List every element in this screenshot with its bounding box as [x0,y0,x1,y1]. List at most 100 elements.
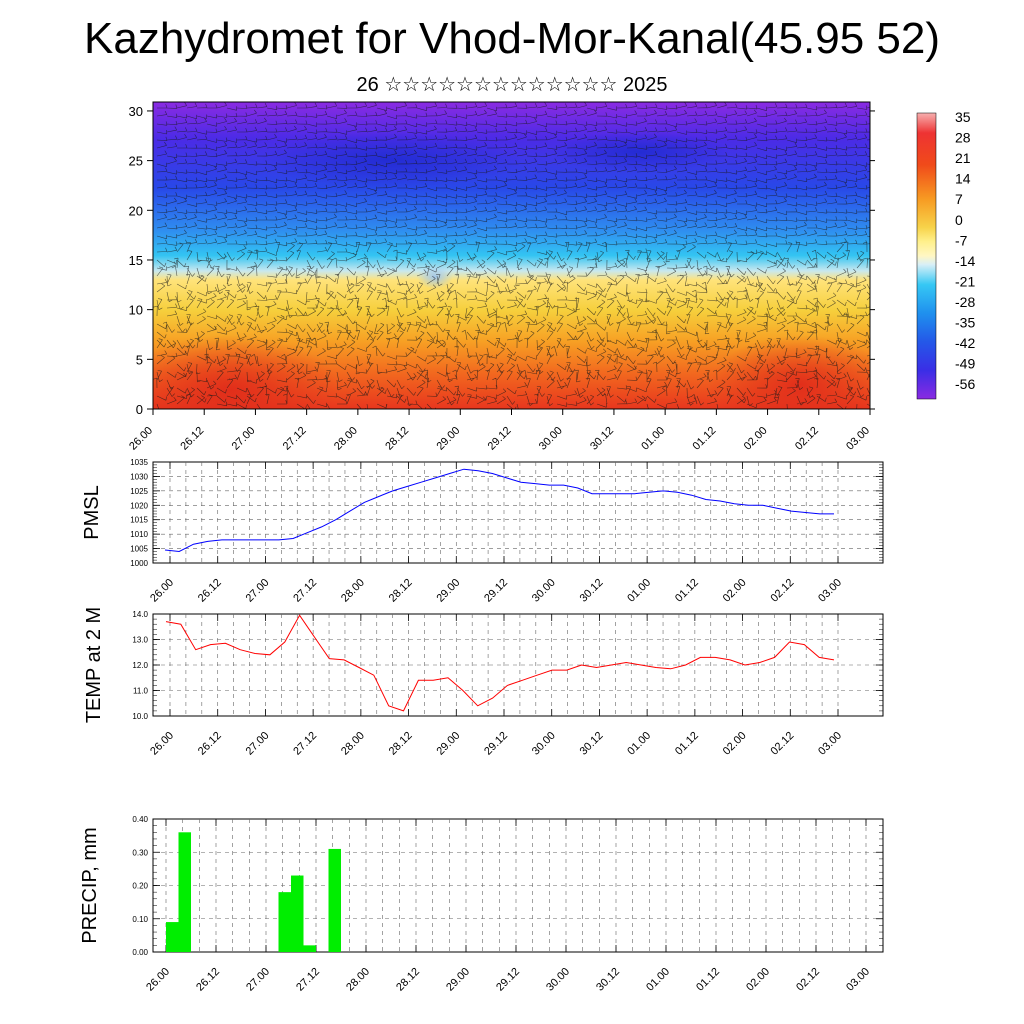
panel-x-tick-label: 01.12 [673,730,701,758]
panel-x-tick-label: 28.12 [387,577,415,605]
panel-y-tick-label: 0.30 [132,848,148,857]
panel-y-tick-label: 1000 [130,559,148,568]
heatmap-x-tick-label: 27.00 [230,425,258,453]
heatmap-x-axis: 26.00 26.12 27.00 27.12 28.00 28.12 29.00 29.12… [127,409,872,453]
precip-bar [303,945,316,952]
panel-y-tick-label: 1035 [130,458,148,467]
colorbar-label: 7 [955,191,963,207]
heatmap-y-tick-label: 25 [129,154,143,169]
panel-x-tick-label: 02.00 [721,730,749,758]
colorbar-label: -42 [955,335,975,351]
panel-x-tick-label: 27.00 [244,730,272,758]
precip-bar [328,848,341,952]
panel-frame [152,461,884,564]
panel-x-tick-label: 27.00 [244,966,272,994]
panel-x-tick-label: 29.00 [444,966,472,994]
heatmap-x-tick-label: 27.12 [281,425,309,453]
panel-x-tick-label: 01.00 [625,730,653,758]
panel-y-tick-label: 0.40 [132,815,148,824]
precip-bar [166,922,179,952]
panel-x-tick-label: 30.00 [530,577,558,605]
cold-patch [417,265,453,289]
panel-x-tick-label: 29.00 [434,730,462,758]
panel-x-tick-label: 30.00 [530,730,558,758]
heatmap-y-tick-label: 0 [136,402,143,417]
colorbar-label: 21 [955,150,971,166]
panel-x-tick-label: 29.12 [482,577,510,605]
panel-x-tick-label: 01.00 [625,577,653,605]
panel-y-tick-label: 1030 [130,472,148,481]
cold-core-left [260,132,520,188]
panel-x-tick-label: 26.12 [196,730,224,758]
panel-x-tick-label: 03.00 [816,577,844,605]
colorbar-label: -21 [955,273,975,289]
colorbar: 35 28 21 14 7 0 -7 -14 -21 -28 -35 -42 -49 -56 [916,109,975,400]
heatmap-y-tick-label: 30 [129,104,143,119]
heatmap-x-tick-label: 02.00 [742,425,770,453]
chart-title: Kazhydromet for Vhod-Mor-Kanal(45.95 52) [84,14,940,63]
wind-barb-lines [153,102,870,409]
panel-x-tick-label: 28.00 [339,577,367,605]
heatmap-panel: 0 5 10 15 20 25 30 26.00 26.12 27.00 27.12 28.00 28… [127,101,875,453]
colorbar-label: 35 [955,109,971,125]
panel-x-tick-label: 27.12 [291,730,319,758]
panel-x-tick-label: 03.00 [816,730,844,758]
heatmap-x-tick-label: 30.00 [537,425,565,453]
colorbar-label: 14 [955,171,971,187]
panel-x-tick-label: 29.00 [434,577,462,605]
panel-x-tick-label: 29.12 [482,730,510,758]
colorbar-label: 0 [955,212,963,228]
heatmap-x-tick-label: 28.00 [332,425,360,453]
panel-x-tick-label: 02.12 [768,730,796,758]
panel-y-axis-label: TEMP at 2 M [83,607,105,723]
heatmap-y-tick-label: 15 [129,253,143,268]
precip-bar [291,875,304,952]
panel-x-tick-label: 28.00 [339,730,367,758]
heatmap-y-tick-label: 5 [136,352,143,367]
panel-y-tick-label: 0.20 [132,882,148,891]
cold-core-right [550,132,730,172]
panel-y-tick-label: 1020 [130,501,148,510]
heatmap-x-tick-label: 29.12 [486,425,514,453]
temp-panel: 10.0 11.0 12.0 13.0 14.0 26.00 26.12 27.00 27.12… [83,607,884,758]
panel-frame [152,818,884,953]
heatmap-x-tick-label: 29.00 [434,425,462,453]
panel-y-tick-label: 10.0 [132,712,148,721]
panel-y-tick-label: 12.0 [132,661,148,670]
chart-subtitle: 26 ☆☆☆☆☆☆☆☆☆☆☆☆☆ 2025 [356,74,668,96]
precip-panel: 0.00 0.10 0.20 0.30 0.40 26.00 26.12 27.00 27.12… [79,815,884,994]
heatmap-x-tick-label: 26.00 [127,425,155,453]
heatmap-x-tick-label: 03.00 [844,425,872,453]
panel-x-tick-label: 02.00 [721,577,749,605]
heatmap-y-axis: 0 5 10 15 20 25 30 [129,104,875,417]
panel-y-axis-label: PRECIP, mm [79,827,101,943]
colorbar-label: -7 [955,232,968,248]
precip-bar [278,892,291,952]
colorbar-label: -49 [955,356,975,372]
pmsl-panel: 1000 1005 1010 1015 1020 1025 1030 1035 26.00 26.… [81,458,884,605]
heatmap-x-tick-label: 01.00 [639,425,667,453]
heatmap-x-tick-label: 01.12 [691,425,719,453]
colorbar-labels: 35 28 21 14 7 0 -7 -14 -21 -28 -35 -42 -49 -56 [955,109,975,392]
colorbar-label: -28 [955,294,975,310]
colorbar-label: -35 [955,315,975,331]
panel-x-tick-label: 26.00 [148,730,176,758]
heatmap-y-tick-label: 20 [129,203,143,218]
heatmap-x-tick-label: 30.12 [588,425,616,453]
panel-y-axis-label: PMSL [81,485,103,539]
panel-x-tick-label: 27.12 [291,577,319,605]
series-line [165,614,835,712]
heatmap-x-tick-label: 28.12 [383,425,411,453]
warm-core-right [710,335,870,409]
panel-y-tick-label: 14.0 [132,610,148,619]
panel-x-tick-label: 27.12 [294,966,322,994]
panel-x-tick-label: 29.12 [494,966,522,994]
panel-x-tick-label: 30.12 [578,577,606,605]
panel-x-tick-label: 02.12 [768,577,796,605]
panel-x-tick-label: 02.12 [794,966,822,994]
series-line [164,468,834,553]
colorbar-label: -56 [955,376,975,392]
wind-barbs [153,102,870,409]
panel-y-tick-label: 13.0 [132,636,148,645]
panel-frame [152,613,884,717]
